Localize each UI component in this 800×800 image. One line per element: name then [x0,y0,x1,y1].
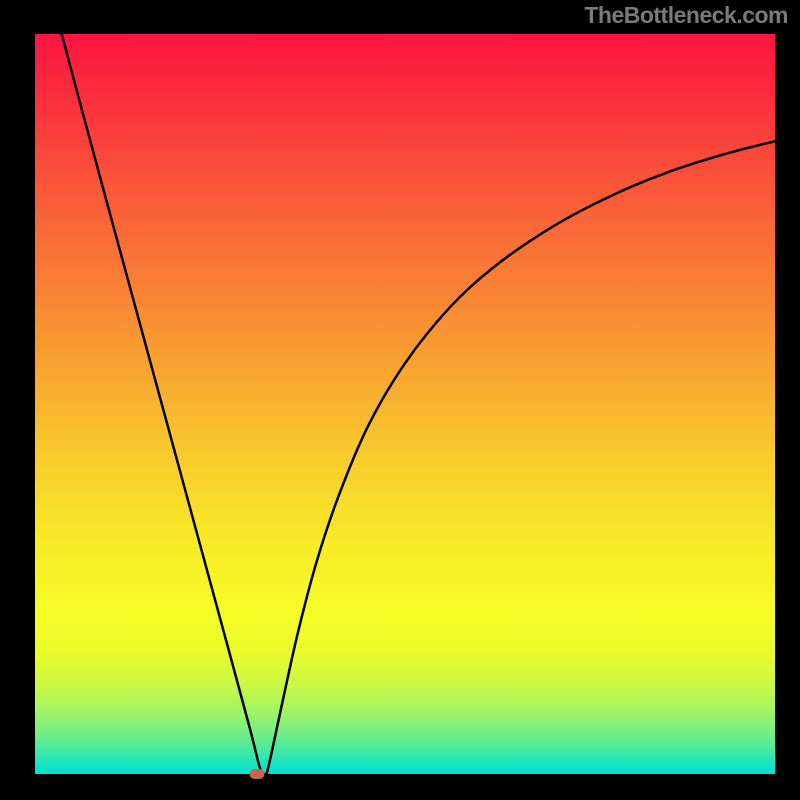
chart-svg [0,0,800,800]
minimum-marker [250,769,265,779]
chart-container: TheBottleneck.com [0,0,800,800]
watermark-text: TheBottleneck.com [584,2,788,29]
plot-background [35,34,775,774]
